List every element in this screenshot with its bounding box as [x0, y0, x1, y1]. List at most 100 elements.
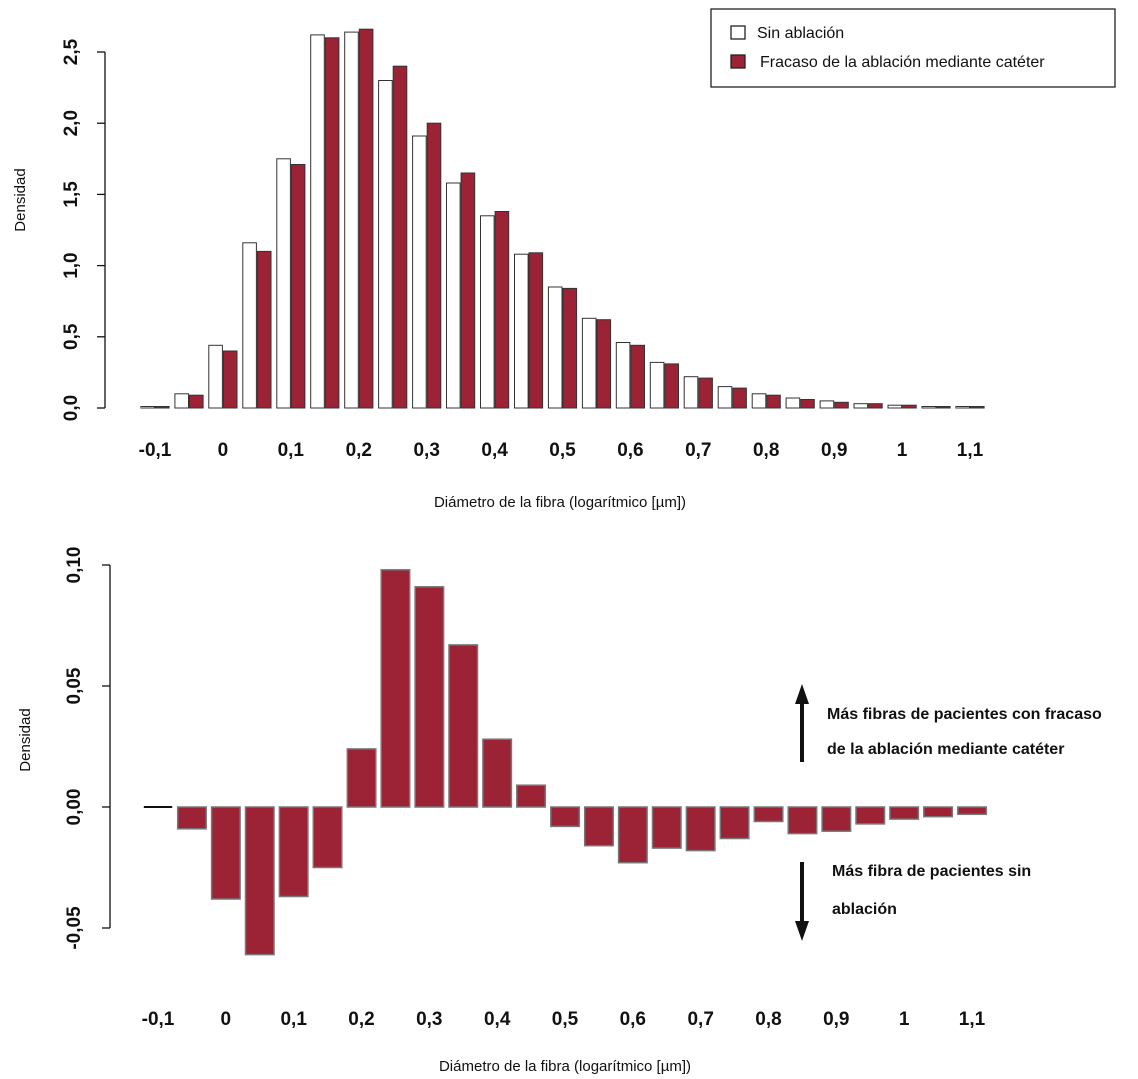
- bar-sin-ablacion-1: [174, 393, 189, 409]
- annotation-up-line-2: de la ablación mediante catéter: [827, 741, 1064, 758]
- bottom-x-tick-label: -0,1: [142, 1009, 175, 1030]
- legend-box: [710, 8, 1116, 88]
- legend-label-fracaso: Fracaso de la ablación mediante catéter: [760, 54, 1045, 71]
- bar-diff-16: [685, 806, 716, 852]
- annotation-down-line-1: Más fibra de pacientes sin: [832, 863, 1031, 880]
- bar-diff-7: [380, 569, 411, 808]
- legend-label-sin-ablacion: Sin ablación: [757, 25, 844, 42]
- bar-diff-8: [414, 586, 445, 808]
- bar-diff-19: [787, 806, 818, 835]
- bottom-y-tick-label: 0,10: [64, 547, 85, 584]
- bar-diff-6: [346, 748, 377, 808]
- arrow-up-head-icon: [795, 684, 809, 704]
- bar-sin-ablacion-8: [412, 135, 427, 409]
- top-x-tick-label: 0,9: [821, 440, 847, 461]
- bar-sin-ablacion-5: [310, 34, 325, 409]
- bar-sin-ablacion-11: [514, 253, 529, 409]
- bottom-y-axis-label: Densidad: [17, 708, 34, 771]
- bottom-x-tick-label: 0,5: [552, 1009, 579, 1030]
- bar-fracaso-24: [970, 406, 985, 409]
- bar-fracaso-11: [528, 252, 544, 409]
- bottom-x-tick-label: 0,1: [280, 1009, 307, 1030]
- bar-sin-ablacion-0: [140, 406, 155, 409]
- bar-fracaso-13: [596, 319, 612, 409]
- bar-diff-13: [583, 806, 614, 847]
- bar-fracaso-3: [256, 250, 272, 409]
- bottom-x-axis-label: Diámetro de la fibra (logarítmico [µm]): [439, 1058, 691, 1075]
- bar-diff-2: [210, 806, 241, 900]
- bar-fracaso-22: [902, 404, 917, 409]
- top-y-axis-label: Densidad: [12, 168, 29, 231]
- top-x-tick-label: 0,5: [549, 440, 576, 461]
- legend-swatch-fracaso: [730, 54, 746, 69]
- bar-fracaso-8: [426, 122, 442, 409]
- bar-diff-11: [516, 784, 547, 808]
- bar-sin-ablacion-10: [480, 215, 495, 409]
- bar-sin-ablacion-6: [344, 31, 359, 409]
- bar-fracaso-10: [494, 211, 510, 409]
- bottom-x-tick-label: 0,9: [823, 1009, 849, 1030]
- bottom-x-tick-labels: -0,1 0 0,1 0,2 0,3 0,4 0,5 0,6 0,7 0,8 0,9 1 1,1: [142, 1009, 986, 1030]
- bottom-y-tick-label: 0,05: [64, 667, 85, 704]
- bottom-x-tick-label: 0,3: [416, 1009, 442, 1030]
- bar-diff-22: [889, 806, 920, 820]
- arrow-down-head-icon: [795, 921, 809, 941]
- bar-diff-10: [482, 738, 513, 808]
- top-x-tick-label: 0,3: [413, 440, 439, 461]
- bottom-x-tick-label: 0,6: [620, 1009, 646, 1030]
- legend-swatch-sin-ablacion: [730, 25, 746, 40]
- top-x-tick-labels: -0,1 0 0,1 0,2 0,3 0,4 0,5 0,6 0,7 0,8 0,9 1 1,1: [139, 440, 984, 461]
- bar-sin-ablacion-7: [378, 80, 393, 409]
- bar-fracaso-23: [936, 406, 951, 409]
- bar-sin-ablacion-22: [887, 404, 903, 409]
- bar-diff-14: [617, 806, 648, 864]
- bar-sin-ablacion-9: [446, 182, 461, 409]
- top-y-tick-label: 0,0: [61, 395, 82, 421]
- top-x-tick-label: 0: [218, 440, 229, 461]
- annotation-more-no-ablation: Más fibra de pacientes sin ablación: [795, 862, 1031, 941]
- top-x-tick-label: 0,7: [685, 440, 711, 461]
- bar-fracaso-18: [766, 394, 781, 409]
- top-x-tick-label: 0,8: [753, 440, 779, 461]
- bar-sin-ablacion-24: [955, 406, 971, 409]
- bar-fracaso-20: [834, 401, 849, 409]
- bar-fracaso-21: [868, 403, 883, 409]
- bottom-x-tick-label: 0,7: [687, 1009, 713, 1030]
- bar-fracaso-7: [392, 65, 408, 409]
- top-x-tick-label: -0,1: [139, 440, 172, 461]
- bar-diff-4: [278, 806, 309, 898]
- bar-sin-ablacion-20: [819, 400, 835, 409]
- bar-diff-23: [923, 806, 954, 818]
- bar-diff-3: [244, 806, 275, 956]
- annotation-down-line-2: ablación: [832, 901, 897, 918]
- bar-diff-18: [753, 806, 784, 823]
- bar-fracaso-16: [698, 377, 713, 409]
- top-y-axis: 0,0 0,5 1,0 1,5 2,0 2,5: [61, 38, 106, 421]
- top-y-tick-label: 1,0: [61, 252, 82, 278]
- bar-sin-ablacion-15: [649, 361, 665, 409]
- top-x-tick-label: 0,1: [278, 440, 305, 461]
- bar-fracaso-17: [732, 387, 747, 409]
- top-x-tick-label: 1: [897, 440, 908, 461]
- bar-fracaso-14: [630, 344, 646, 409]
- bar-sin-ablacion-21: [853, 403, 869, 409]
- top-y-tick-label: 0,5: [61, 323, 82, 350]
- bar-sin-ablacion-23: [921, 406, 937, 409]
- bar-fracaso-0: [155, 406, 170, 409]
- annotation-up-line-1: Más fibras de pacientes con fracaso: [827, 706, 1102, 723]
- bottom-difference-chart: -0,05 0,00 0,05 0,10 -0,1 0 0,1 0,2 0,3 0,4 0,5 0,…: [17, 547, 1102, 1075]
- bar-sin-ablacion-2: [208, 344, 223, 409]
- top-x-tick-label: 0,6: [617, 440, 643, 461]
- bar-sin-ablacion-16: [683, 376, 699, 409]
- bar-fracaso-1: [189, 394, 204, 409]
- top-density-chart: 0,00,51,01,52,02,5 -0,1 0 0,1 0,2 0,3 0,4 0,5 0…: [12, 8, 1116, 511]
- bottom-y-axis: -0,05 0,00 0,05 0,10: [64, 547, 111, 950]
- annotation-more-failure: Más fibras de pacientes con fracaso de l…: [795, 684, 1102, 762]
- bar-sin-ablacion-14: [615, 342, 631, 409]
- bottom-y-tick-label: -0,05: [64, 906, 85, 950]
- bar-fracaso-6: [358, 28, 374, 409]
- bottom-x-tick-label: 1: [899, 1009, 910, 1030]
- bar-fracaso-2: [222, 350, 238, 409]
- bar-fracaso-9: [460, 172, 476, 409]
